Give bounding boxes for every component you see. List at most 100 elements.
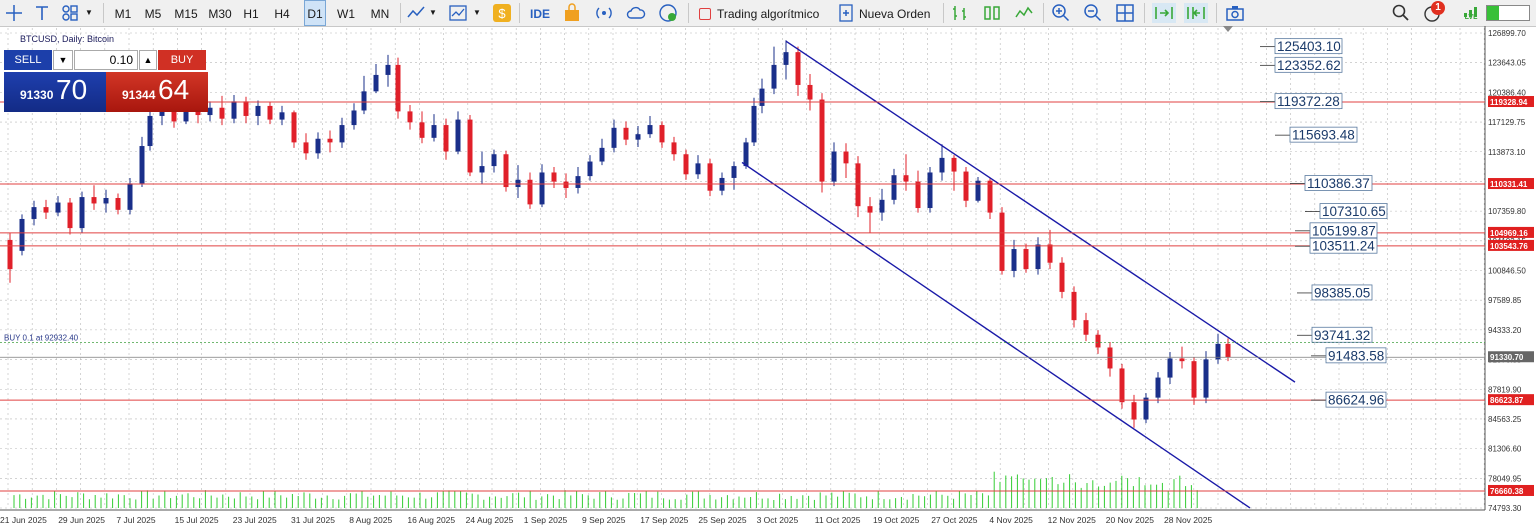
- crosshair-icon[interactable]: [4, 3, 24, 23]
- candle: [1155, 372, 1161, 404]
- line-chart-type-icon[interactable]: [1014, 3, 1034, 23]
- candle: [267, 102, 273, 125]
- horizontal-level-line[interactable]: [0, 96, 1534, 108]
- candle: [1059, 257, 1065, 299]
- signal-level-icon[interactable]: [1461, 3, 1481, 23]
- timeframe-m5-button[interactable]: M5: [144, 7, 162, 21]
- candle: [771, 46, 777, 95]
- horizontal-level-line[interactable]: [0, 178, 1534, 190]
- community-icon[interactable]: [658, 3, 678, 23]
- signals-icon[interactable]: [594, 3, 614, 23]
- time-axis-label: 7 Jul 2025: [116, 515, 155, 525]
- candle: [731, 161, 737, 190]
- price-annotation[interactable]: [1260, 56, 1343, 73]
- price-annotation[interactable]: [1260, 93, 1343, 110]
- tile-windows-icon[interactable]: [1115, 3, 1135, 23]
- line-chart-icon[interactable]: [406, 3, 426, 23]
- timeframe-d1-button[interactable]: D1: [304, 0, 326, 26]
- market-bag-icon[interactable]: [562, 3, 582, 23]
- search-icon[interactable]: [1391, 3, 1411, 23]
- chart-grid: [0, 28, 1485, 509]
- timeframe-m15-button[interactable]: M15: [174, 7, 198, 21]
- vps-cloud-icon[interactable]: [626, 3, 646, 23]
- sell-price-button[interactable]: 91330 70: [4, 72, 106, 112]
- connection-status-bar[interactable]: [1486, 5, 1530, 21]
- timeframe-m30-button[interactable]: M30: [208, 7, 232, 21]
- screenshot-icon[interactable]: [1225, 3, 1245, 23]
- algo-trading-icon[interactable]: [698, 0, 712, 26]
- time-axis-label: 20 Nov 2025: [1106, 515, 1154, 525]
- timeframe-w1-button[interactable]: W1: [337, 7, 355, 21]
- price-annotation[interactable]: [1297, 284, 1373, 301]
- trend-channel[interactable]: [741, 40, 1296, 509]
- price-annotation[interactable]: [1290, 175, 1373, 191]
- candle: [707, 158, 713, 197]
- price-level-tag: 91330.70: [1490, 353, 1524, 362]
- chart-shift-icon[interactable]: [1184, 3, 1208, 23]
- candle: [207, 101, 213, 122]
- price-chart[interactable]: 126899.70 123643.05 120386.40 117129.75 1138…: [0, 26, 1536, 526]
- candle: [879, 188, 885, 221]
- new-order-button[interactable]: Nueva Orden: [859, 7, 931, 21]
- candle: [867, 197, 873, 233]
- lot-increment-button[interactable]: ▲: [139, 50, 157, 70]
- sell-button[interactable]: SELL: [4, 50, 52, 70]
- price-annotation[interactable]: [1295, 237, 1378, 254]
- price-annotation[interactable]: [1311, 391, 1387, 408]
- new-order-icon[interactable]: [836, 3, 856, 23]
- price-annotation[interactable]: [1275, 126, 1358, 143]
- candle: [147, 105, 153, 151]
- algo-trading-button[interactable]: Trading algorítmico: [717, 7, 820, 21]
- shapes-icon[interactable]: [60, 3, 80, 23]
- chevron-down-icon[interactable]: ▼: [429, 8, 437, 17]
- price-annotation[interactable]: [1311, 347, 1387, 364]
- price-annotation[interactable]: [1260, 38, 1343, 55]
- dollar-icon[interactable]: $: [492, 3, 512, 23]
- candlestick-icon[interactable]: [982, 3, 1002, 23]
- price-axis-label: 107359.80: [1488, 207, 1526, 216]
- candle: [635, 125, 641, 147]
- chevron-down-icon[interactable]: ▼: [85, 8, 93, 17]
- timeframe-m1-button[interactable]: M1: [114, 7, 132, 21]
- candle: [1167, 352, 1173, 384]
- price-annotation-label: 119372.28: [1277, 94, 1340, 109]
- horizontal-level-line[interactable]: [0, 226, 1534, 238]
- candle: [563, 173, 569, 198]
- zoom-in-icon[interactable]: [1051, 3, 1071, 23]
- chart-shift-marker[interactable]: [1223, 26, 1233, 32]
- sell-price-pips: 70: [56, 74, 88, 105]
- price-annotation-label: 125403.10: [1277, 39, 1341, 54]
- time-axis-label: 17 Sep 2025: [640, 515, 688, 525]
- separator: [519, 3, 520, 23]
- timeframe-h1-button[interactable]: H1: [243, 7, 259, 21]
- lot-dropdown[interactable]: ▼: [53, 50, 73, 70]
- lot-size-input[interactable]: [74, 50, 138, 70]
- timeframe-h4-button[interactable]: H4: [274, 7, 290, 21]
- timeframe-mn-button[interactable]: MN: [370, 7, 390, 21]
- separator: [1043, 3, 1044, 23]
- price-annotation[interactable]: [1297, 326, 1373, 343]
- horizontal-level-line[interactable]: [0, 239, 1534, 251]
- candle: [843, 143, 849, 178]
- buy-price-button[interactable]: 91344 64: [106, 72, 208, 112]
- bar-chart-icon[interactable]: [950, 3, 970, 23]
- current-price-line[interactable]: [0, 351, 1534, 363]
- zoom-out-icon[interactable]: [1083, 3, 1103, 23]
- horizontal-level-line[interactable]: [0, 484, 1534, 496]
- buy-button[interactable]: BUY: [158, 50, 206, 70]
- price-axis-label: 78049.95: [1488, 474, 1522, 483]
- time-axis-label: 28 Nov 2025: [1164, 515, 1212, 525]
- indicators-icon[interactable]: [448, 3, 468, 23]
- auto-scroll-icon[interactable]: [1152, 3, 1176, 23]
- text-tool-icon[interactable]: [32, 3, 52, 23]
- candle: [515, 165, 521, 198]
- ide-button[interactable]: IDE: [529, 7, 550, 21]
- horizontal-level-line[interactable]: [0, 394, 1534, 406]
- candle: [407, 105, 413, 130]
- price-annotation-label: 123352.62: [1277, 58, 1341, 73]
- chevron-down-icon[interactable]: ▼: [473, 8, 481, 17]
- buy-price-main: 91344: [122, 88, 156, 102]
- candle: [303, 133, 309, 160]
- candle: [1225, 338, 1231, 362]
- price-annotation[interactable]: [1305, 203, 1388, 219]
